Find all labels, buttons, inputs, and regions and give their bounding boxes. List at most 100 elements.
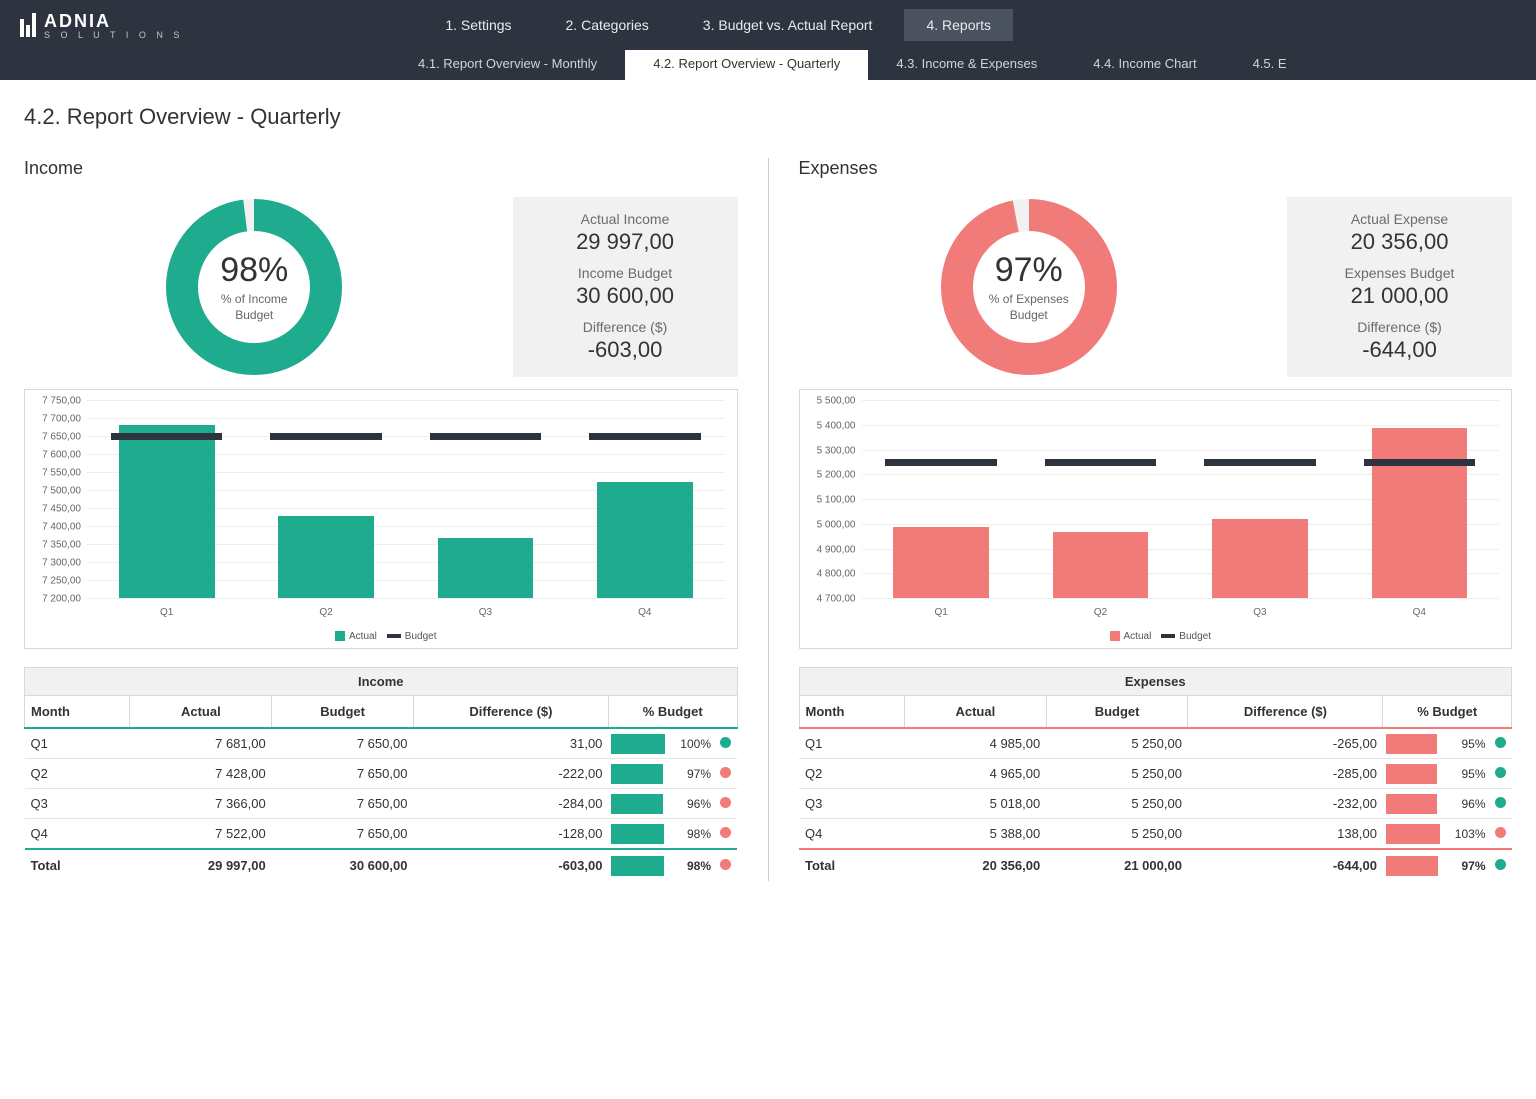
main-tab-2[interactable]: 3. Budget vs. Actual Report: [681, 9, 895, 41]
panel-title: Income: [24, 158, 738, 179]
donut-pct: 97%: [995, 251, 1063, 290]
bar-actual: [1372, 428, 1468, 598]
y-tick: 7 350,00: [31, 540, 81, 551]
stat-label: Actual Expense: [1287, 211, 1512, 227]
logo[interactable]: ADNIA S O L U T I O N S: [20, 11, 183, 40]
bar-actual: [597, 482, 693, 598]
table-row: Q17 681,007 650,0031,00100%: [25, 728, 738, 759]
y-tick: 7 250,00: [31, 576, 81, 587]
y-tick: 7 650,00: [31, 432, 81, 443]
data-table: IncomeMonthActualBudgetDifference ($)% B…: [24, 667, 738, 881]
table-header: Difference ($): [1188, 696, 1383, 729]
table-header: Budget: [1046, 696, 1188, 729]
logo-text: ADNIA: [44, 11, 183, 32]
table-header: Budget: [272, 696, 414, 729]
table-title: Expenses: [799, 668, 1512, 696]
bar-budget-marker: [111, 433, 223, 440]
bar-budget-marker: [589, 433, 701, 440]
x-tick: Q3: [406, 607, 565, 618]
bar-actual: [119, 425, 215, 598]
donut-chart: 98%% of IncomeBudget: [164, 197, 344, 377]
stat-value: -603,00: [513, 337, 738, 363]
sub-tabs: 4.1. Report Overview - Monthly4.2. Repor…: [0, 50, 1536, 80]
bar-budget-marker: [430, 433, 542, 440]
status-dot: [1495, 827, 1506, 838]
x-tick: Q2: [246, 607, 405, 618]
stat-label: Difference ($): [513, 319, 738, 335]
logo-subtext: S O L U T I O N S: [44, 30, 183, 40]
y-tick: 4 700,00: [806, 594, 856, 605]
donut-chart: 97%% of ExpensesBudget: [939, 197, 1119, 377]
status-dot: [1495, 767, 1506, 778]
y-tick: 5 100,00: [806, 495, 856, 506]
main-tabs: 1. Settings 2. Categories 3. Budget vs. Ac…: [423, 9, 1013, 41]
y-tick: 7 400,00: [31, 522, 81, 533]
bar-actual: [893, 527, 989, 598]
status-dot: [720, 797, 731, 808]
donut-label: % of IncomeBudget: [221, 292, 288, 323]
y-tick: 5 000,00: [806, 519, 856, 530]
stat-label: Income Budget: [513, 265, 738, 281]
y-tick: 4 800,00: [806, 569, 856, 580]
x-tick: Q4: [565, 607, 724, 618]
stat-value: -644,00: [1287, 337, 1512, 363]
main-tab-1[interactable]: 2. Categories: [544, 9, 671, 41]
page-title: 4.2. Report Overview - Quarterly: [24, 104, 1512, 130]
table-header: % Budget: [608, 696, 737, 729]
table-header: Actual: [130, 696, 272, 729]
stat-label: Actual Income: [513, 211, 738, 227]
sub-tab-1[interactable]: 4.2. Report Overview - Quarterly: [625, 50, 868, 80]
sub-tab-3[interactable]: 4.4. Income Chart: [1065, 50, 1224, 80]
bar-actual: [438, 538, 534, 598]
table-row: Q47 522,007 650,00-128,0098%: [25, 819, 738, 850]
chart-legend: ActualBudget: [25, 631, 737, 642]
y-tick: 7 450,00: [31, 504, 81, 515]
panel-title: Expenses: [799, 158, 1513, 179]
stat-value: 30 600,00: [513, 283, 738, 309]
table-header: Actual: [904, 696, 1046, 729]
status-dot: [1495, 797, 1506, 808]
bar-budget-marker: [270, 433, 382, 440]
y-tick: 7 200,00: [31, 594, 81, 605]
table-header: Difference ($): [413, 696, 608, 729]
stat-label: Difference ($): [1287, 319, 1512, 335]
status-dot: [720, 827, 731, 838]
y-tick: 7 550,00: [31, 468, 81, 479]
table-header: % Budget: [1383, 696, 1512, 729]
main-tab-0[interactable]: 1. Settings: [423, 9, 533, 41]
table-row: Q35 018,005 250,00-232,0096%: [799, 789, 1512, 819]
bar-chart: 4 700,00 4 800,00 4 900,00 5 000,00 5 100,00…: [799, 389, 1513, 649]
bar-actual: [1212, 519, 1308, 598]
stat-value: 20 356,00: [1287, 229, 1512, 255]
main-tab-3[interactable]: 4. Reports: [904, 9, 1013, 41]
data-table: ExpensesMonthActualBudgetDifference ($)%…: [799, 667, 1513, 881]
sub-tab-2[interactable]: 4.3. Income & Expenses: [868, 50, 1065, 80]
y-tick: 7 300,00: [31, 558, 81, 569]
table-row: Q27 428,007 650,00-222,0097%: [25, 759, 738, 789]
table-row: Q37 366,007 650,00-284,0096%: [25, 789, 738, 819]
x-tick: Q3: [1180, 607, 1339, 618]
income-panel: Income 98%% of IncomeBudget Actual Income2…: [24, 158, 738, 881]
bar-budget-marker: [1204, 459, 1316, 466]
top-nav: ADNIA S O L U T I O N S 1. Settings 2. Ca…: [0, 0, 1536, 80]
status-dot: [720, 767, 731, 778]
table-header: Month: [25, 696, 130, 729]
y-tick: 4 900,00: [806, 544, 856, 555]
y-tick: 5 200,00: [806, 470, 856, 481]
donut-pct: 98%: [220, 251, 288, 290]
table-title: Income: [25, 668, 738, 696]
donut-label: % of ExpensesBudget: [989, 292, 1069, 323]
status-dot: [1495, 737, 1506, 748]
bar-budget-marker: [1045, 459, 1157, 466]
table-header: Month: [799, 696, 904, 729]
bar-actual: [278, 516, 374, 598]
x-tick: Q1: [862, 607, 1021, 618]
sub-tab-0[interactable]: 4.1. Report Overview - Monthly: [390, 50, 625, 80]
table-row: Q14 985,005 250,00-265,0095%: [799, 728, 1512, 759]
sub-tab-4[interactable]: 4.5. E: [1225, 50, 1315, 80]
bar-budget-marker: [885, 459, 997, 466]
stat-label: Expenses Budget: [1287, 265, 1512, 281]
stat-box: Actual Income29 997,00Income Budget30 60…: [513, 197, 738, 377]
x-tick: Q4: [1340, 607, 1499, 618]
table-row: Q45 388,005 250,00138,00103%: [799, 819, 1512, 850]
